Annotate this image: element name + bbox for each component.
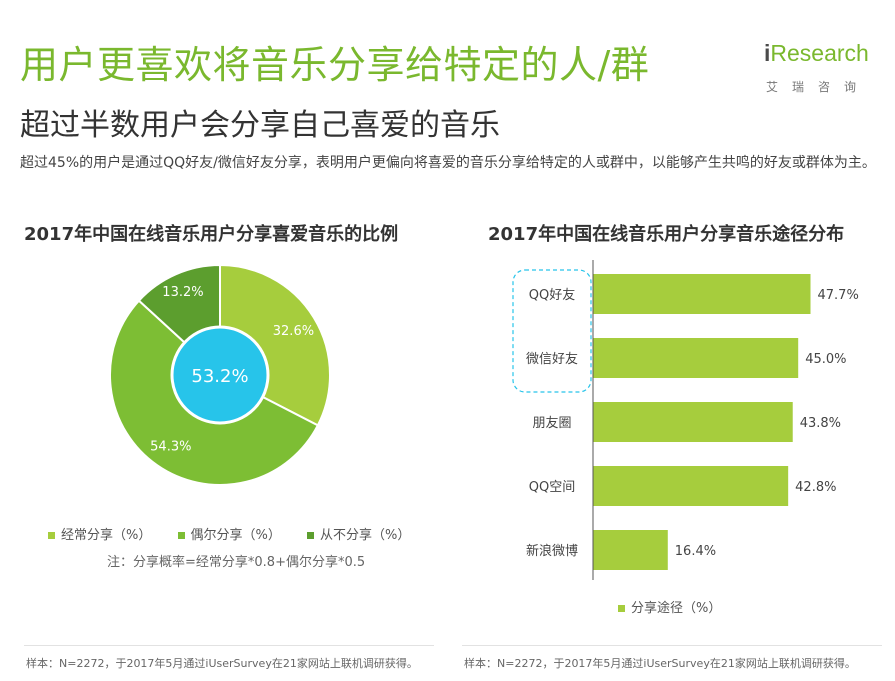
bar: [593, 274, 811, 314]
bar-value-label: 47.7%: [818, 288, 859, 303]
legend-item-sometimes: 偶尔分享（%）: [177, 528, 281, 543]
pie-slice-label: 32.6%: [273, 324, 314, 339]
bar-value-label: 16.4%: [675, 544, 716, 559]
legend-swatch: [307, 532, 314, 539]
logo-wordmark: iResearch: [764, 40, 869, 66]
bar-value-label: 43.8%: [800, 416, 841, 431]
pie-center-label: 53.2%: [191, 366, 248, 387]
bar: [593, 338, 799, 378]
category-label: QQ空间: [529, 480, 575, 495]
bar: [593, 402, 793, 442]
legend-swatch: [48, 532, 55, 539]
bar: [593, 530, 668, 570]
page-description: 超过45%的用户是通过QQ好友/微信好友分享，表明用户更偏向将喜爱的音乐分享给特…: [20, 155, 876, 171]
page-subtitle: 超过半数用户会分享自己喜爱的音乐: [20, 108, 500, 143]
legend-item-never: 从不分享（%）: [307, 528, 410, 543]
bar-value-label: 45.0%: [805, 352, 846, 367]
pie-slice-label: 13.2%: [162, 285, 203, 300]
bar-chart-title: 2017年中国在线音乐用户分享音乐途径分布: [488, 224, 845, 245]
bar-chart: QQ好友 47.7% 微信好友 45.0% 朋友圈 43.8% QQ空间 42.8% 新浪微博 1…: [512, 260, 859, 580]
category-label: 新浪微博: [526, 543, 578, 559]
footer-sample-right: 样本：N=2272，于2017年5月通过iUserSurvey在21家网站上联机…: [464, 657, 856, 670]
pie-center-circle: [170, 325, 270, 425]
pie-slice-label: 54.3%: [150, 440, 191, 455]
bar: [593, 466, 789, 506]
footer-divider-left: [24, 645, 434, 646]
pie-chart-title: 2017年中国在线音乐用户分享喜爱音乐的比例: [24, 224, 399, 245]
legend-swatch: [177, 532, 185, 539]
category-label: QQ好友: [529, 287, 575, 303]
pie-legend: 经常分享（%） 偶尔分享（%） 从不分享（%）: [48, 524, 410, 543]
category-label: 微信好友: [526, 351, 578, 367]
pie-note: 注：分享概率=经常分享*0.8+偶尔分享*0.5: [107, 555, 366, 570]
legend-swatch: [618, 605, 625, 612]
bar-legend: 分享途径（%）: [618, 597, 721, 616]
iresearch-logo: iResearch 艾瑞咨询: [764, 40, 884, 100]
footer-divider-right: [462, 645, 882, 646]
legend-item-often: 经常分享（%）: [48, 528, 151, 543]
category-label: 朋友圈: [532, 415, 571, 431]
logo-subtitle: 艾瑞咨询: [766, 80, 871, 94]
bar-value-label: 42.8%: [795, 480, 836, 495]
highlight-box: [512, 269, 592, 393]
pie-chart: 53.2% 32.6% 54.3% 13.2%: [109, 263, 331, 486]
page-title: 用户更喜欢将音乐分享给特定的人/群: [20, 43, 650, 87]
footer-sample-left: 样本：N=2272，于2017年5月通过iUserSurvey在21家网站上联机…: [26, 657, 418, 670]
